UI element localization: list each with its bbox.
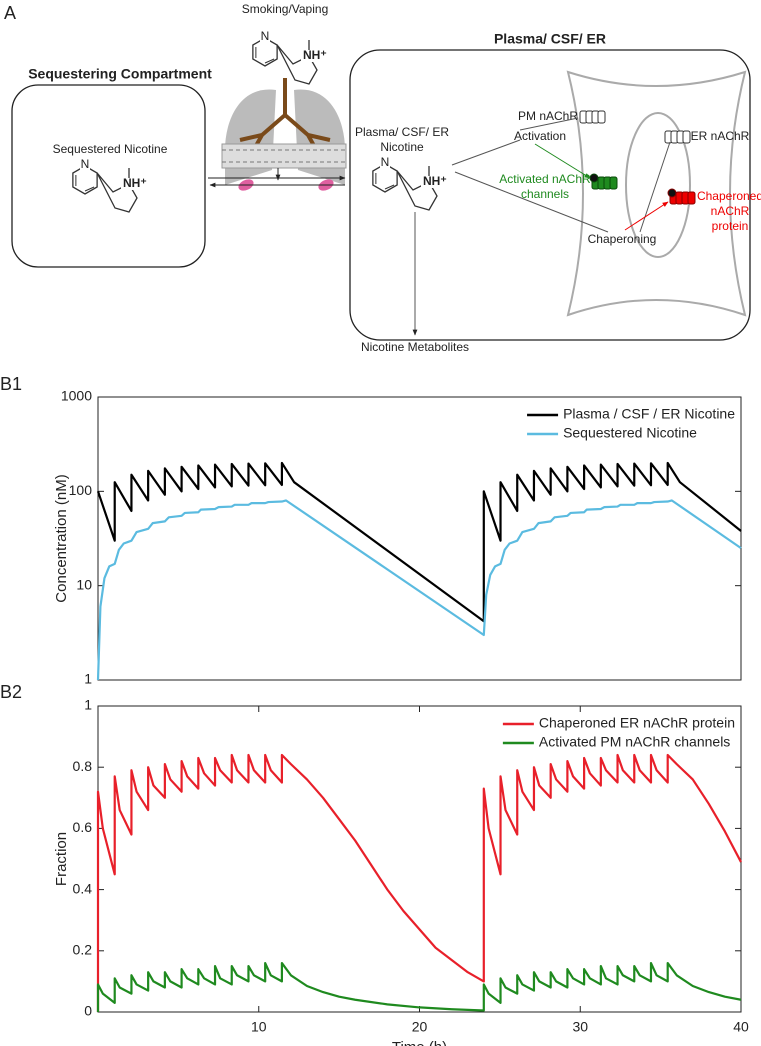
label: Plasma/ CSF/ ER bbox=[355, 125, 449, 139]
label: Smoking/Vaping bbox=[242, 2, 329, 16]
atom-bg bbox=[301, 50, 325, 62]
x-axis-label: Time (h) bbox=[392, 1039, 447, 1046]
label: Activation bbox=[514, 129, 566, 143]
er bbox=[625, 112, 691, 258]
atom-bg bbox=[80, 160, 90, 170]
atom-bg bbox=[121, 178, 145, 190]
series-line bbox=[96, 499, 742, 681]
atom: N bbox=[81, 157, 90, 171]
x-tick-label: 10 bbox=[251, 1019, 267, 1035]
nicotine-molecule: N NH⁺ bbox=[372, 155, 447, 211]
legend-label: Chaperoned ER nAChR protein bbox=[539, 715, 735, 731]
y-tick-label: 1 bbox=[84, 697, 92, 713]
plot-frame bbox=[97, 705, 742, 1013]
y-tick-label: 0.6 bbox=[73, 819, 93, 835]
x-tick-label: 40 bbox=[733, 1019, 749, 1035]
molecules: N NH⁺ N NH⁺ N NH⁺ bbox=[72, 29, 447, 213]
label: Sequestered Nicotine bbox=[53, 142, 168, 156]
atom-bg bbox=[380, 158, 390, 168]
y-tick-label: 10 bbox=[76, 576, 92, 592]
title: Plasma/ CSF/ ER bbox=[494, 31, 606, 47]
arrows bbox=[412, 117, 671, 336]
label: ER nAChR bbox=[691, 129, 750, 143]
x-tick-label: 30 bbox=[572, 1019, 588, 1035]
y-axis-label: Concentration (nM) bbox=[53, 474, 70, 602]
atom: N bbox=[261, 29, 270, 43]
receptor bbox=[589, 173, 618, 190]
y-tick-label: 0 bbox=[84, 1003, 92, 1019]
atom-bg bbox=[421, 176, 445, 188]
atom: N bbox=[381, 155, 390, 169]
panel-label: A bbox=[4, 3, 16, 23]
atom: NH⁺ bbox=[303, 48, 327, 62]
atom: NH⁺ bbox=[123, 176, 147, 190]
plot-frame bbox=[97, 396, 742, 681]
nicotine-molecule: N NH⁺ bbox=[252, 29, 327, 85]
bond bbox=[75, 175, 95, 192]
panel-label: B1 bbox=[0, 374, 22, 394]
title: Sequestering Compartment bbox=[28, 66, 212, 82]
y-tick-label: 0.8 bbox=[73, 758, 93, 774]
label: protein bbox=[712, 219, 749, 233]
diagram: A Smoking/Vaping Sequestering Compartmen… bbox=[4, 2, 761, 354]
label: PM nAChR bbox=[518, 109, 578, 123]
panel-label: B2 bbox=[0, 682, 22, 702]
compartment bbox=[11, 84, 206, 268]
label: channels bbox=[521, 187, 569, 201]
label: Nicotine bbox=[380, 140, 424, 154]
compartment bbox=[349, 49, 751, 341]
bond bbox=[255, 47, 275, 64]
legend-label: Plasma / CSF / ER Nicotine bbox=[563, 406, 735, 422]
receptor bbox=[667, 188, 696, 205]
y-tick-label: 1000 bbox=[61, 388, 92, 404]
series-line bbox=[96, 461, 742, 623]
legend-label: Sequestered Nicotine bbox=[563, 425, 697, 441]
lungs bbox=[221, 78, 347, 191]
label: nAChR bbox=[711, 204, 750, 218]
y-tick-label: 0.2 bbox=[73, 942, 93, 958]
receptor bbox=[579, 110, 691, 144]
legend-label: Activated PM nAChR channels bbox=[539, 734, 730, 750]
bond bbox=[375, 173, 395, 190]
y-tick-label: 0.4 bbox=[73, 880, 93, 896]
series-line bbox=[96, 961, 742, 1012]
atom-bg bbox=[260, 32, 270, 42]
x-tick-label: 20 bbox=[412, 1019, 428, 1035]
y-tick-label: 1 bbox=[84, 671, 92, 687]
label: Chaperoned bbox=[697, 189, 761, 203]
label: Activated nAChR bbox=[499, 172, 591, 186]
y-tick-label: 100 bbox=[69, 482, 93, 498]
nicotine-molecule: N NH⁺ bbox=[72, 157, 147, 213]
y-axis-label: Fraction bbox=[53, 832, 70, 886]
label: Chaperoning bbox=[588, 232, 657, 246]
cell bbox=[566, 70, 747, 317]
atom: NH⁺ bbox=[423, 174, 447, 188]
series-line bbox=[96, 753, 742, 1012]
label: Nicotine Metabolites bbox=[361, 340, 469, 354]
